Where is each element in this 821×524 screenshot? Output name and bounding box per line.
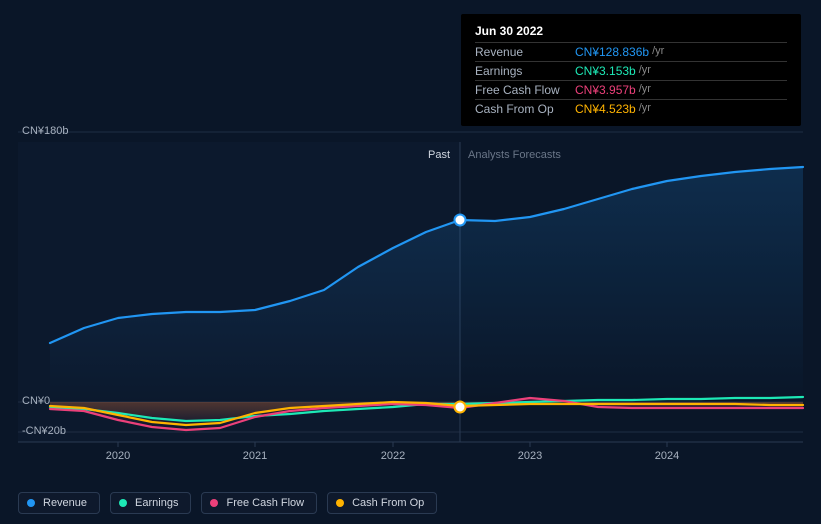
tooltip-row: Cash From Op CN¥4.523b /yr: [475, 99, 787, 118]
x-tick-label: 2020: [106, 450, 130, 462]
tooltip-label: Cash From Op: [475, 102, 575, 116]
legend-label: Revenue: [43, 497, 87, 509]
y-tick-label: -CN¥20b: [22, 425, 66, 437]
chart-tooltip: Jun 30 2022 Revenue CN¥128.836b /yr Earn…: [461, 14, 801, 126]
legend-dot-icon: [119, 499, 127, 507]
tooltip-row: Revenue CN¥128.836b /yr: [475, 42, 787, 61]
tooltip-value: CN¥128.836b: [575, 45, 649, 59]
legend-dot-icon: [27, 499, 35, 507]
legend-item-revenue[interactable]: Revenue: [18, 492, 100, 514]
tooltip-unit: /yr: [639, 64, 651, 78]
earnings-revenue-chart: CN¥180b CN¥0 -CN¥20b 2020 2021 2022 2023…: [0, 0, 821, 524]
y-tick-label: CN¥180b: [22, 125, 68, 137]
tooltip-value: CN¥3.153b: [575, 64, 636, 78]
legend: Revenue Earnings Free Cash Flow Cash Fro…: [18, 492, 437, 514]
tooltip-row: Free Cash Flow CN¥3.957b /yr: [475, 80, 787, 99]
tooltip-unit: /yr: [639, 102, 651, 116]
x-tick-label: 2023: [518, 450, 542, 462]
past-label: Past: [428, 149, 450, 161]
x-tick-label: 2024: [655, 450, 679, 462]
legend-dot-icon: [210, 499, 218, 507]
y-tick-label: CN¥0: [22, 395, 50, 407]
legend-item-earnings[interactable]: Earnings: [110, 492, 191, 514]
legend-item-fcf[interactable]: Free Cash Flow: [201, 492, 317, 514]
x-tick-label: 2021: [243, 450, 267, 462]
x-tick-label: 2022: [381, 450, 405, 462]
tooltip-value: CN¥4.523b: [575, 102, 636, 116]
legend-label: Cash From Op: [352, 497, 424, 509]
forecast-label: Analysts Forecasts: [468, 149, 561, 161]
tooltip-label: Earnings: [475, 64, 575, 78]
tooltip-unit: /yr: [639, 83, 651, 97]
tooltip-label: Free Cash Flow: [475, 83, 575, 97]
tooltip-unit: /yr: [652, 45, 664, 59]
tooltip-label: Revenue: [475, 45, 575, 59]
legend-dot-icon: [336, 499, 344, 507]
tooltip-row: Earnings CN¥3.153b /yr: [475, 61, 787, 80]
tooltip-title: Jun 30 2022: [475, 24, 787, 38]
legend-item-cfo[interactable]: Cash From Op: [327, 492, 437, 514]
legend-label: Free Cash Flow: [226, 497, 304, 509]
legend-label: Earnings: [135, 497, 178, 509]
tooltip-value: CN¥3.957b: [575, 83, 636, 97]
